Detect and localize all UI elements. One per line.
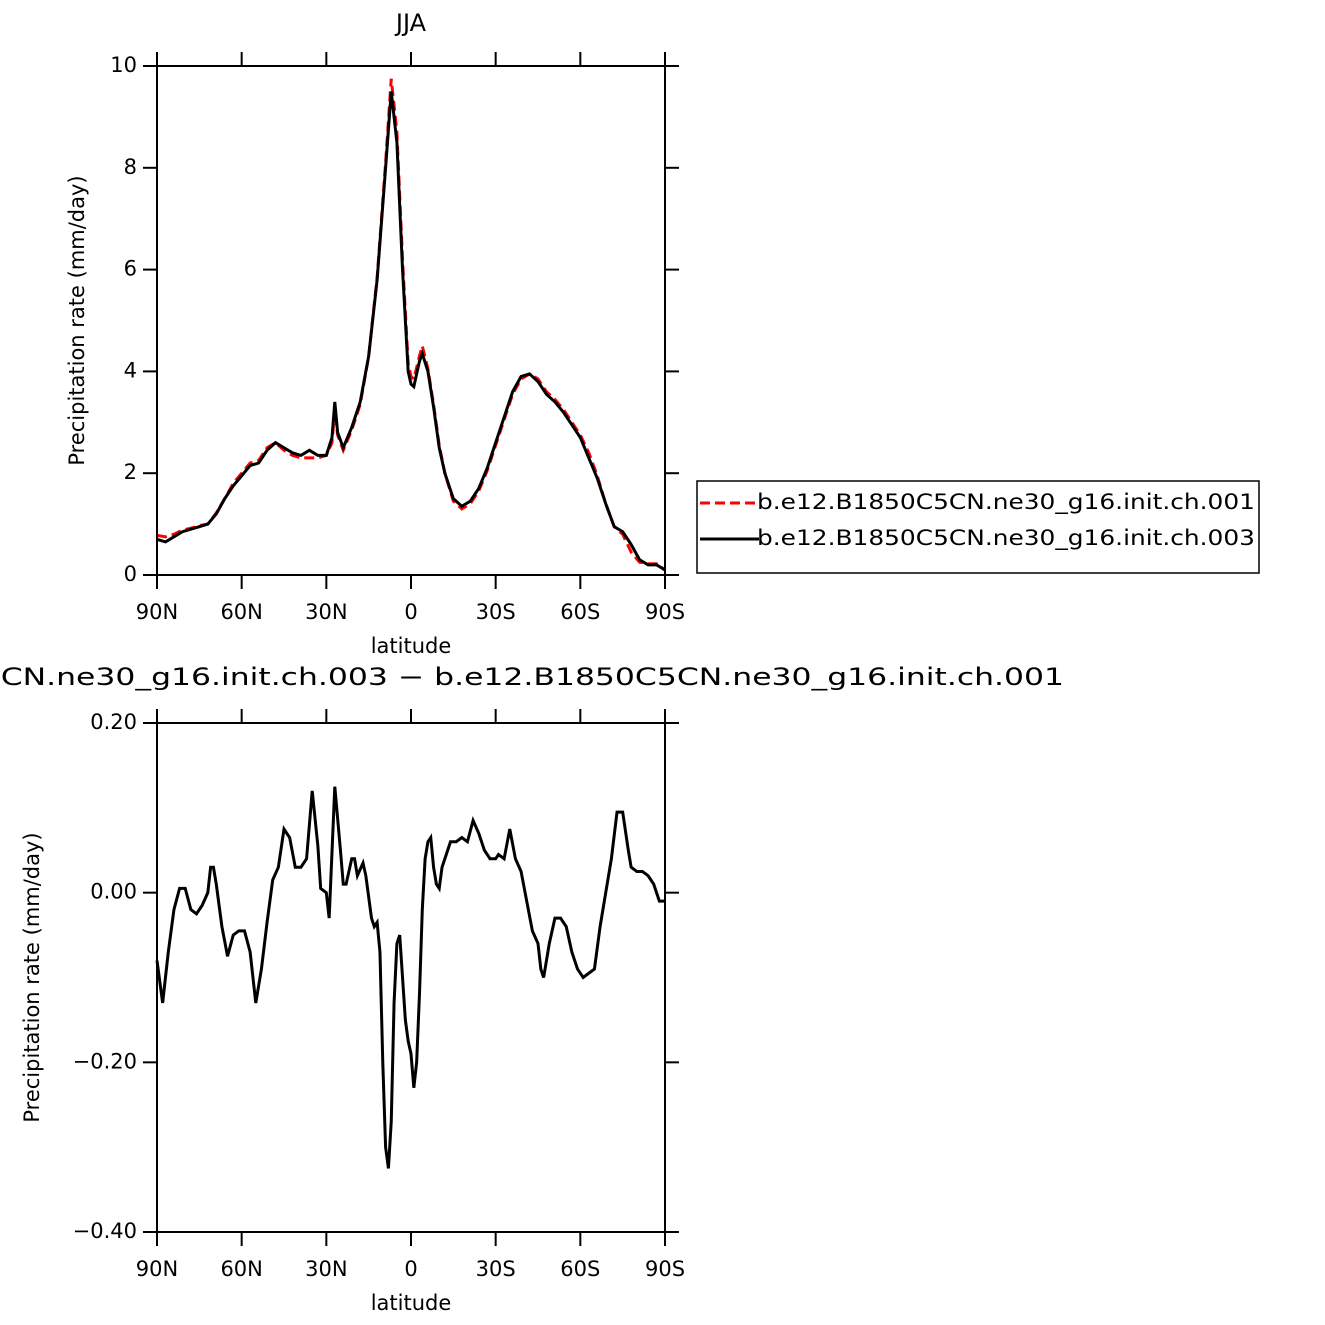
y-axis-label: Precipitation rate (mm/day) [65, 175, 89, 465]
x-tick-label: 30N [305, 1257, 347, 1281]
x-tick-label: 60N [220, 1257, 262, 1281]
x-tick-label: 60S [560, 600, 600, 624]
plot-frame [156, 65, 666, 576]
x-tick-label: 30N [305, 600, 347, 624]
y-tick-label: 10 [110, 53, 137, 77]
y-tick-label: 6 [124, 257, 137, 281]
x-tick-label: 90S [645, 1257, 685, 1281]
x-tick-label: 90S [645, 600, 685, 624]
data-line [156, 78, 666, 572]
y-tick-label: 8 [124, 155, 137, 179]
y-tick-label: 0.00 [90, 880, 137, 904]
x-tick-label: 90N [136, 600, 178, 624]
chart-title: b.e12.B1850C5CN.ne30_g16.init.ch.003 − b… [0, 663, 1064, 691]
x-tick-label: 30S [476, 600, 516, 624]
data-line [155, 786, 665, 1169]
legend-label: b.e12.B1850C5CN.ne30_g16.init.ch.003 [757, 526, 1255, 551]
x-tick-label: 60N [220, 600, 262, 624]
x-tick-label: 0 [404, 600, 417, 624]
plot-frame [156, 722, 666, 1233]
y-tick-label: 0 [124, 562, 137, 586]
x-axis-label: latitude [371, 634, 452, 658]
y-tick-label: 2 [124, 460, 137, 484]
data-line [156, 91, 666, 572]
y-tick-label: −0.40 [73, 1219, 137, 1243]
y-axis-label: Precipitation rate (mm/day) [20, 832, 44, 1122]
y-tick-label: 4 [124, 358, 137, 382]
y-tick-label: −0.20 [73, 1049, 137, 1073]
x-tick-label: 90N [136, 1257, 178, 1281]
x-tick-label: 60S [560, 1257, 600, 1281]
legend-label: b.e12.B1850C5CN.ne30_g16.init.ch.001 [757, 490, 1255, 515]
chart-title: JJA [394, 9, 427, 37]
y-tick-label: 0.20 [90, 710, 137, 734]
x-axis-label: latitude [371, 1291, 452, 1315]
legend-box [696, 480, 1260, 574]
x-tick-label: 0 [404, 1257, 417, 1281]
x-tick-label: 30S [476, 1257, 516, 1281]
